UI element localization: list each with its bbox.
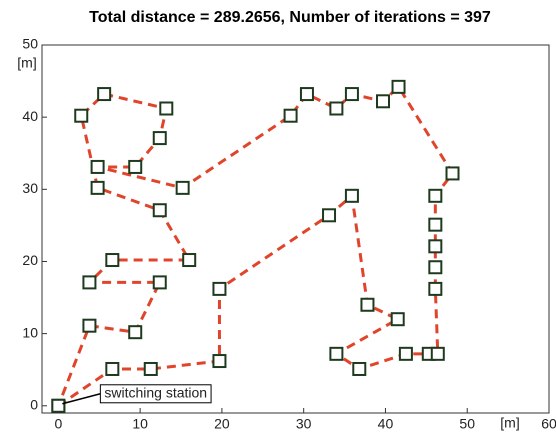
marker xyxy=(152,203,167,218)
annotation-pointer xyxy=(62,393,101,405)
marker xyxy=(391,79,406,94)
marker xyxy=(352,361,367,376)
marker xyxy=(329,101,344,116)
marker xyxy=(428,217,443,232)
marker xyxy=(128,325,143,340)
marker xyxy=(428,239,443,254)
x-tick-label: 0 xyxy=(54,416,62,432)
x-axis-label: [m] xyxy=(500,415,519,431)
marker xyxy=(428,260,443,275)
x-tick-label: 40 xyxy=(378,416,394,432)
y-axis-label: [m] xyxy=(17,55,36,71)
marker xyxy=(344,87,359,102)
y-tick-label: 10 xyxy=(22,324,38,340)
marker xyxy=(430,346,445,361)
marker xyxy=(105,253,120,268)
marker xyxy=(283,108,298,123)
x-tick-label: 10 xyxy=(132,416,148,432)
y-tick-label: 30 xyxy=(22,180,38,196)
annotation-text: switching station xyxy=(104,384,207,400)
y-tick-label: 50 xyxy=(22,36,38,52)
marker xyxy=(445,166,460,181)
x-tick-label: 50 xyxy=(459,416,475,432)
marker xyxy=(82,275,97,290)
marker xyxy=(375,94,390,109)
marker xyxy=(97,87,112,102)
marker xyxy=(82,318,97,333)
plot-box xyxy=(41,44,550,414)
marker xyxy=(90,159,105,174)
marker xyxy=(212,354,227,369)
marker xyxy=(182,253,197,268)
marker xyxy=(143,361,158,376)
marker xyxy=(175,180,190,195)
marker xyxy=(212,281,227,296)
marker xyxy=(152,275,167,290)
marker xyxy=(398,346,413,361)
x-tick-label: 20 xyxy=(214,416,230,432)
y-tick-label: 20 xyxy=(22,252,38,268)
y-tick-label: 40 xyxy=(22,108,38,124)
marker xyxy=(90,180,105,195)
marker xyxy=(390,312,405,327)
route-line xyxy=(56,84,455,408)
y-tick-label: 0 xyxy=(30,396,38,412)
marker xyxy=(105,361,120,376)
marker xyxy=(428,188,443,203)
marker xyxy=(344,188,359,203)
chart-title: Total distance = 289.2656, Number of ite… xyxy=(89,9,491,26)
marker xyxy=(74,108,89,123)
marker xyxy=(159,101,174,116)
annotation-box xyxy=(99,384,212,404)
marker xyxy=(51,398,66,413)
marker xyxy=(152,131,167,146)
marker xyxy=(360,297,375,312)
marker xyxy=(428,281,443,296)
marker xyxy=(128,159,143,174)
x-tick-label: 60 xyxy=(541,416,556,432)
marker xyxy=(322,208,337,223)
x-tick-label: 30 xyxy=(296,416,312,432)
marker xyxy=(329,346,344,361)
marker xyxy=(299,87,314,102)
